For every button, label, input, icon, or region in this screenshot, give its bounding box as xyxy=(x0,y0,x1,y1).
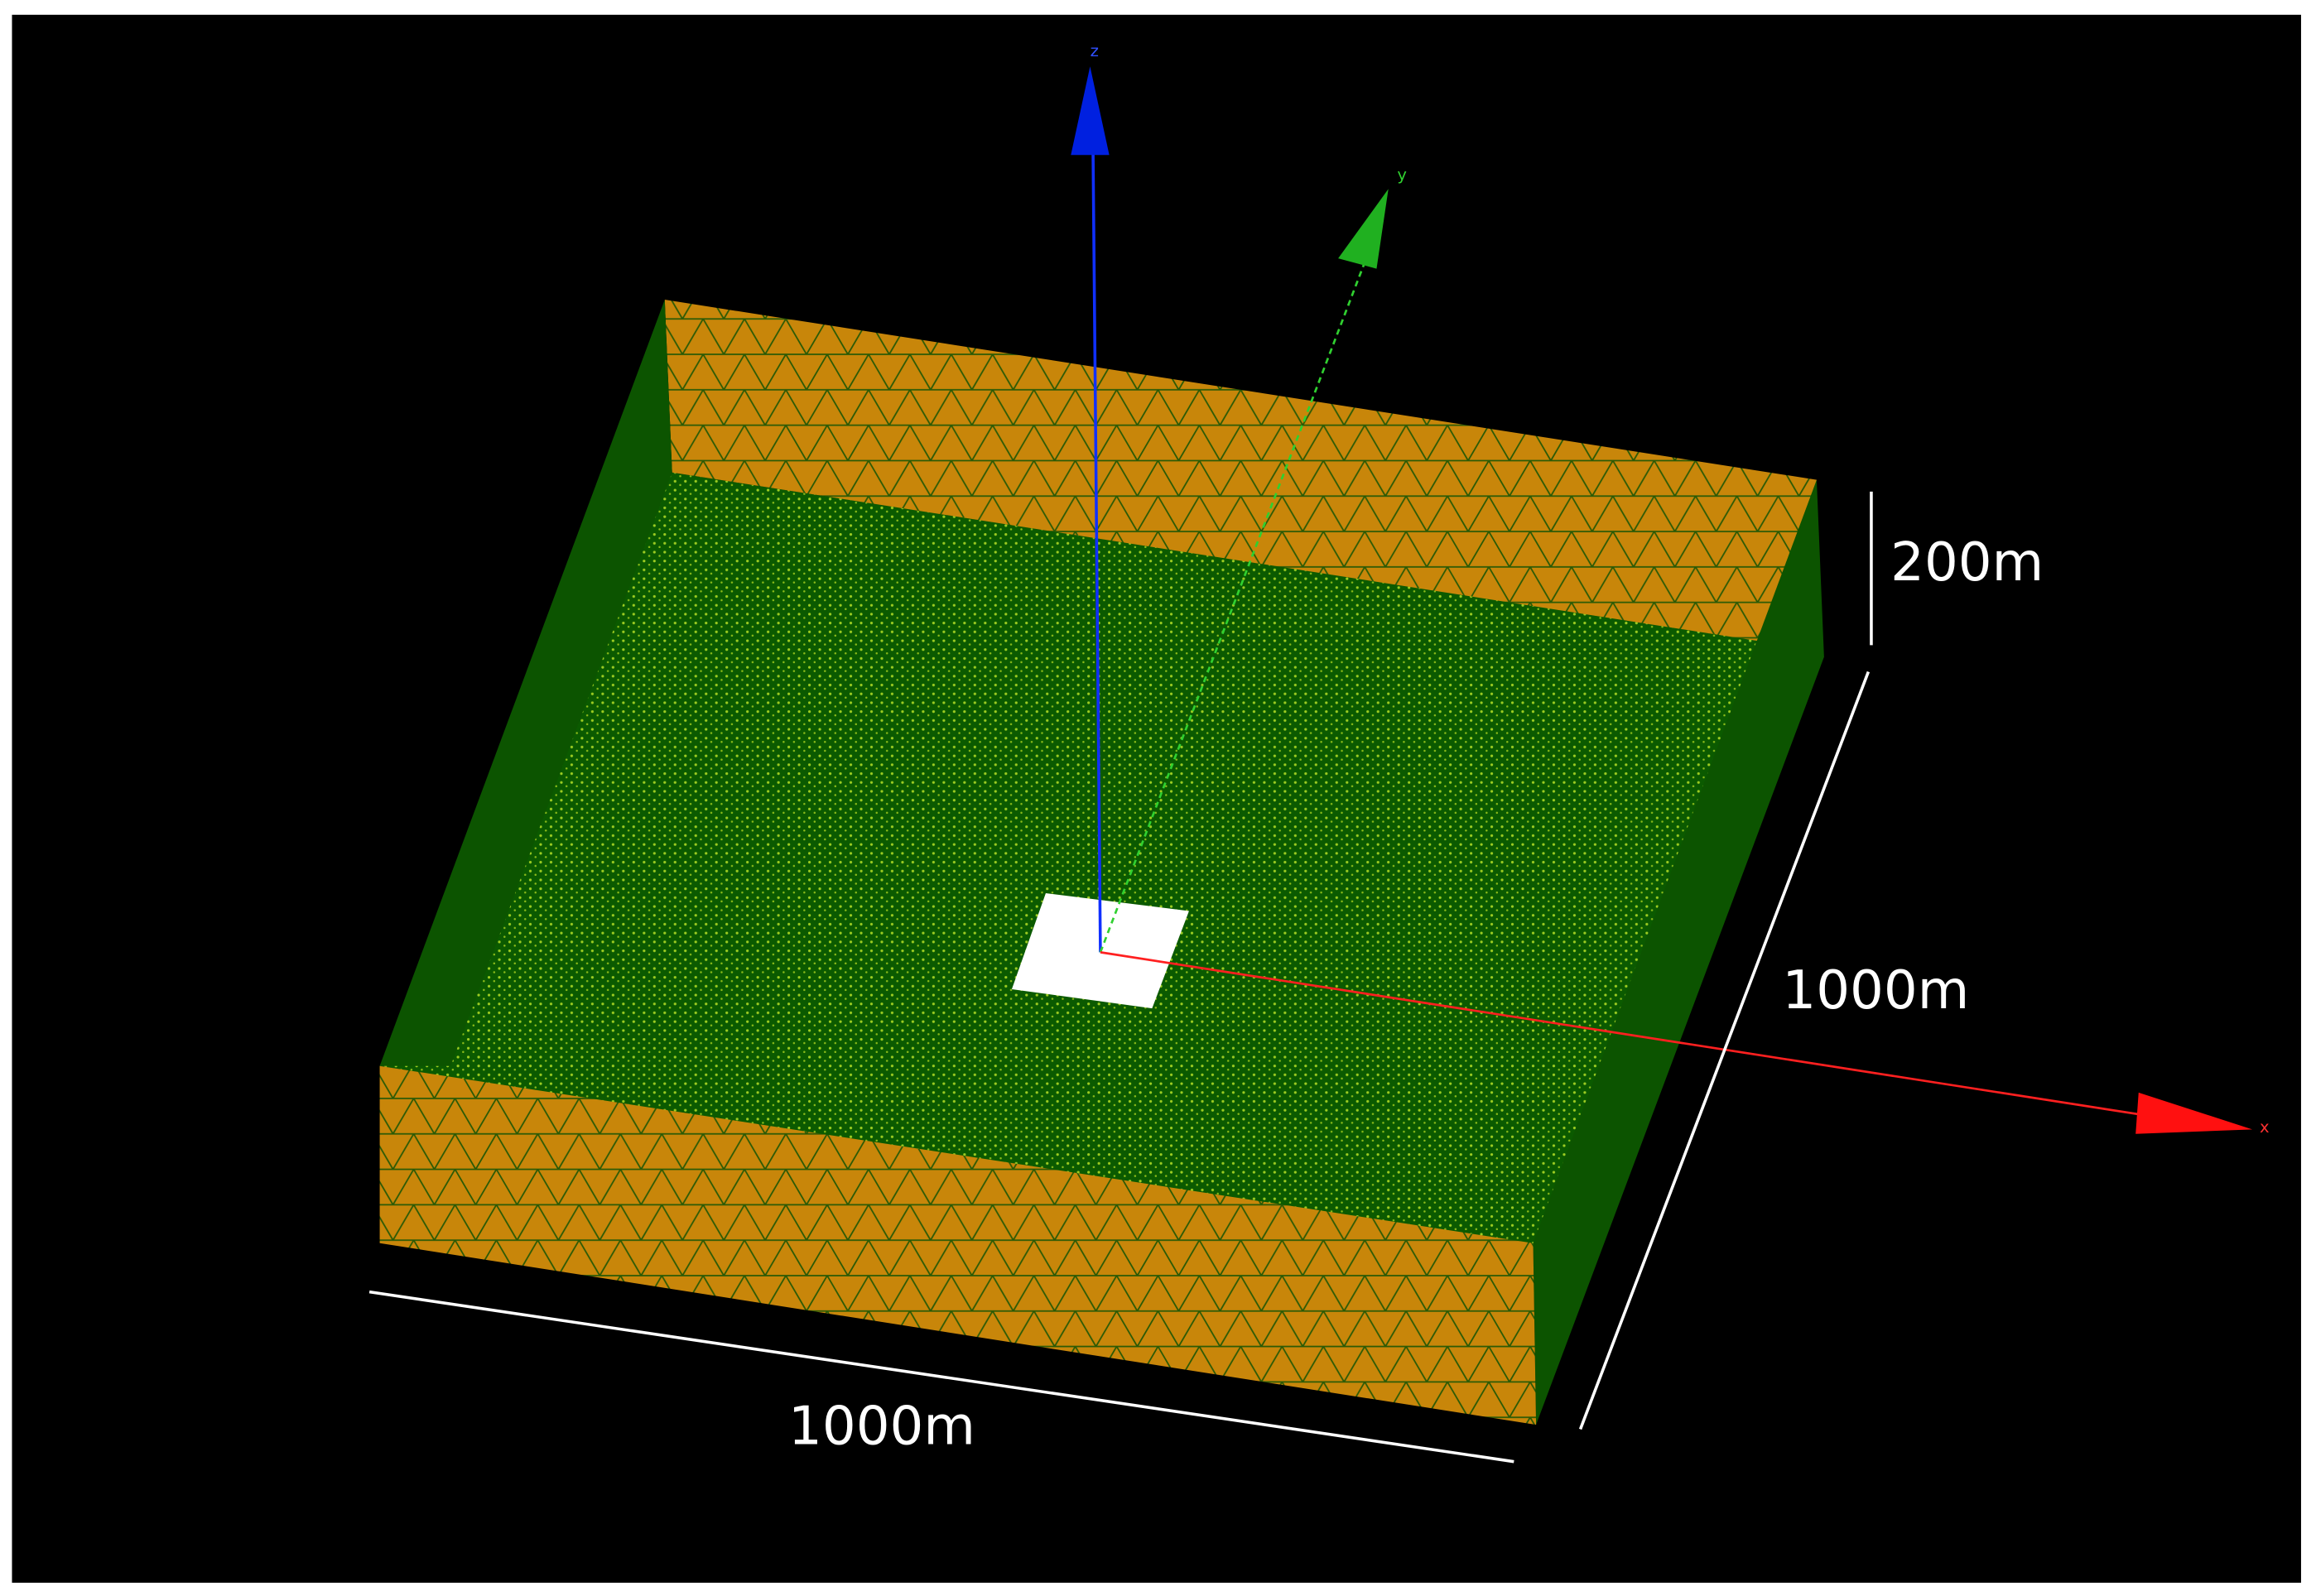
x-arrow xyxy=(2135,1092,2253,1134)
y-arrow xyxy=(1338,189,1389,269)
depth-label: 1000m xyxy=(1782,959,1969,1022)
height-label: 200m xyxy=(1890,531,2044,594)
back-wall xyxy=(664,300,1817,650)
width-line xyxy=(368,1290,1514,1464)
left-wall xyxy=(379,300,672,1066)
z-label: z xyxy=(1091,41,1099,60)
width-label: 1000m xyxy=(788,1395,975,1457)
z-arrow xyxy=(1071,66,1110,156)
depth-line xyxy=(1578,671,1871,1430)
y-label: y xyxy=(1397,166,1407,185)
front-wall xyxy=(379,1065,1537,1425)
z-axis xyxy=(1091,147,1102,953)
right-wall xyxy=(1533,479,1824,1425)
x-axis xyxy=(1100,951,2142,1116)
x-label: x xyxy=(2260,1118,2270,1137)
